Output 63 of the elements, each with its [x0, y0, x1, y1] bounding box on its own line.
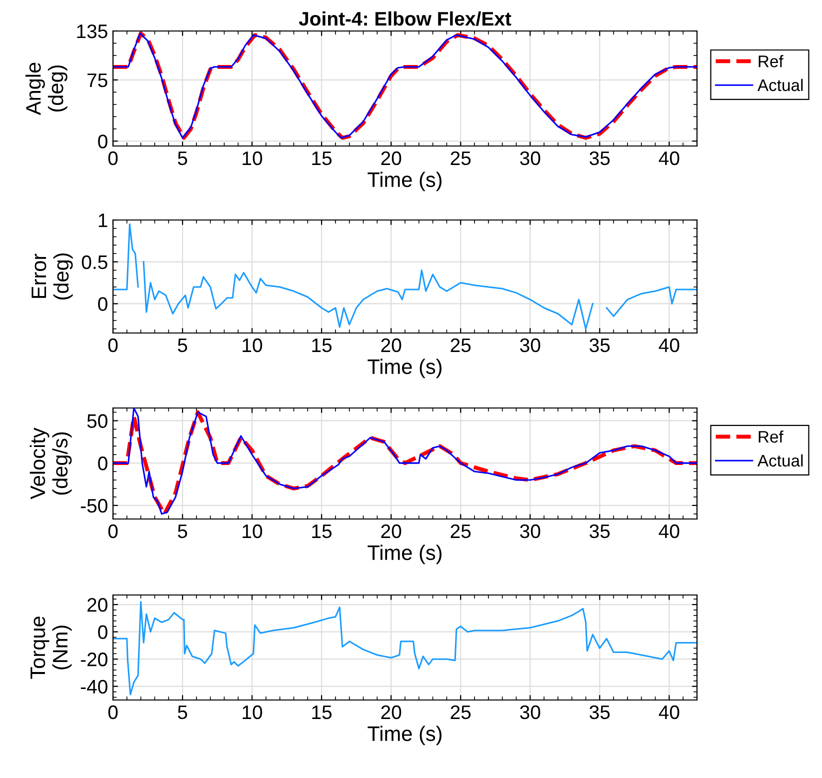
y-tick-label: 0	[98, 625, 108, 640]
x-tick-label: 35	[590, 705, 610, 720]
y-axis-title: Torque (Nm)	[30, 616, 72, 679]
x-axis-title: Time (s)	[368, 726, 442, 746]
y-tick-label: 0.5	[82, 255, 108, 270]
x-axis-title: Time (s)	[368, 544, 442, 564]
x-tick-label: 35	[590, 151, 610, 166]
y-tick-label: -50	[80, 498, 108, 513]
legend-label: Ref	[758, 55, 784, 68]
x-tick-label: 15	[312, 152, 332, 166]
x-tick-label: 20	[381, 524, 402, 538]
y-tick-label: 0	[98, 456, 108, 470]
x-tick-label: 5	[178, 524, 188, 538]
x-tick-label: 40	[658, 338, 680, 352]
x-tick-label: 40	[658, 151, 680, 166]
x-tick-label: 30	[520, 338, 540, 352]
x-tick-label: 25	[450, 151, 471, 166]
x-tick-label: 5	[178, 338, 188, 352]
x-tick-label: 40	[658, 524, 680, 538]
line-series	[113, 601, 697, 696]
y-tick-label: 135	[77, 24, 108, 38]
x-tick-label: 0	[108, 524, 118, 538]
x-tick-label: 30	[520, 705, 540, 720]
y-tick-label: 0	[98, 297, 108, 311]
x-tick-label: 20	[381, 338, 402, 352]
y-tick-label: 1	[98, 214, 108, 228]
legend-label: Ref	[758, 430, 784, 443]
x-tick-label: 15	[312, 338, 332, 352]
y-tick-label: 20	[87, 598, 108, 612]
y-axis-title: Error (deg)	[32, 253, 73, 300]
y-tick-label: 0	[98, 134, 108, 148]
x-tick-label: 20	[381, 705, 402, 720]
x-tick-label: 40	[658, 705, 680, 720]
x-tick-label: 0	[108, 151, 118, 166]
x-tick-label: 25	[450, 338, 471, 352]
x-axis-title: Time (s)	[368, 358, 442, 378]
x-tick-label: 35	[590, 524, 610, 538]
x-tick-label: 20	[381, 151, 402, 166]
x-tick-label: 0	[108, 705, 118, 720]
x-tick-label: 35	[590, 338, 610, 352]
x-tick-label: 10	[242, 338, 262, 352]
x-tick-label: 10	[242, 524, 262, 538]
y-axis-title: Angle (deg)	[26, 62, 68, 116]
x-tick-label: 15	[312, 706, 332, 720]
x-tick-label: 10	[242, 151, 262, 166]
x-tick-label: 30	[520, 524, 540, 538]
x-tick-label: 5	[178, 706, 188, 720]
x-tick-label: 30	[520, 151, 540, 166]
y-tick-label: 75	[88, 74, 108, 88]
y-tick-label: 50	[87, 414, 108, 428]
chart-title: Joint-4: Elbow Flex/Ext	[298, 11, 512, 26]
x-tick-label: 25	[450, 524, 471, 538]
x-tick-label: 5	[178, 152, 188, 166]
legend-label: Actual	[757, 78, 803, 92]
x-tick-label: 25	[450, 705, 471, 720]
x-tick-label: 10	[242, 705, 262, 720]
y-axis-title: Velocity (deg/s)	[30, 428, 72, 500]
legend-label: Actual	[757, 454, 803, 467]
x-tick-label: 15	[312, 524, 332, 538]
x-axis-title: Time (s)	[368, 172, 442, 192]
x-tick-label: 0	[108, 338, 118, 352]
y-tick-label: -20	[80, 652, 108, 666]
y-tick-label: -40	[80, 680, 108, 694]
